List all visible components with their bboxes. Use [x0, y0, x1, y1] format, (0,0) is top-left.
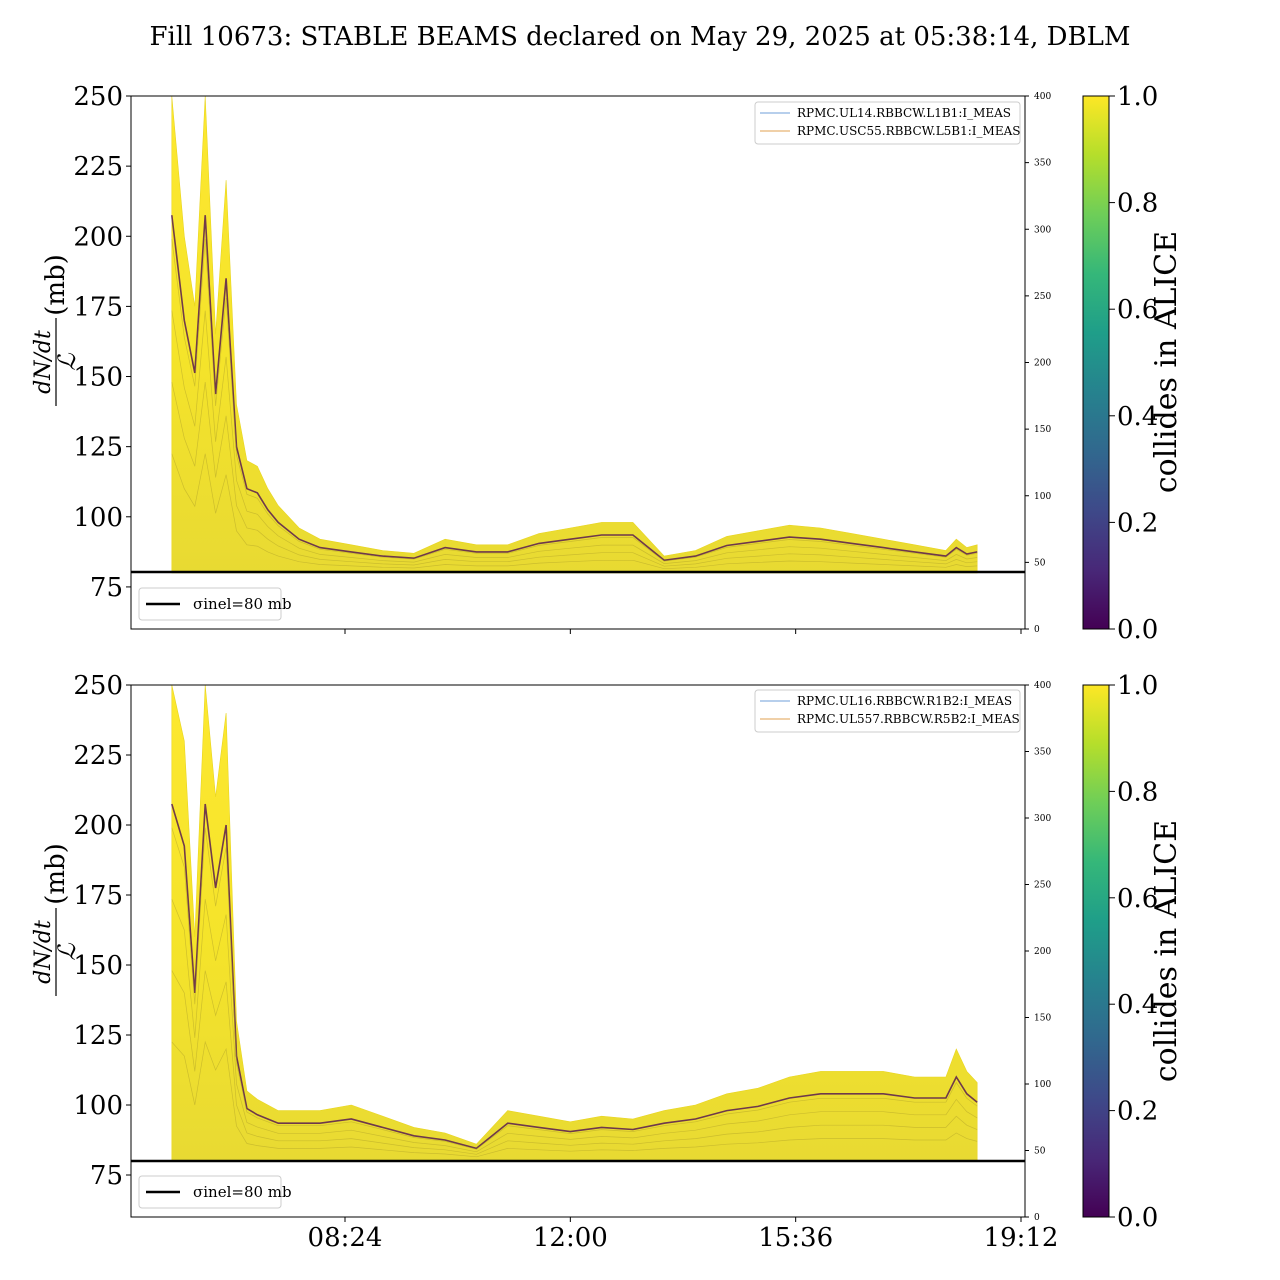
bottom-reference-label: σinel=80 mb — [193, 1183, 292, 1201]
top-ylabel-denominator: ℒ — [53, 353, 81, 371]
bottom-ylabel-unit: (mb) — [41, 843, 71, 905]
y-tick-label: 225 — [73, 152, 123, 182]
top-data-traces — [171, 95, 978, 574]
bottom-x-axis: 08:24 12:00 15:36 19:12 — [308, 1217, 1059, 1253]
top-ylabel-numerator: dN/dt — [31, 330, 56, 394]
colorbar-tick-label: 1.0 — [1117, 82, 1158, 112]
top-legend-label-1: RPMC.USC55.RBBCW.L5B1:I_MEAS — [797, 124, 1020, 138]
trace-noncolliding — [171, 803, 978, 1150]
y-tick-label: 250 — [73, 671, 123, 701]
y-tick-label: 125 — [73, 1021, 123, 1051]
y-tick-label: 150 — [73, 951, 123, 981]
top-reference-label: σinel=80 mb — [193, 595, 292, 613]
y-tick-label: 200 — [73, 222, 123, 252]
bottom-reference-legend: σinel=80 mb — [138, 1175, 292, 1209]
y2-tick-label: 300 — [1034, 225, 1051, 235]
trace-line — [171, 827, 978, 1150]
bottom-data-traces — [171, 684, 978, 1162]
y-tick-label: 225 — [73, 741, 123, 771]
y-tick-label: 175 — [73, 881, 123, 911]
y2-tick-label: 200 — [1034, 359, 1051, 369]
top-legend-label-0: RPMC.UL14.RBBCW.L1B1:I_MEAS — [797, 106, 1011, 120]
x-tick-label: 19:12 — [984, 1223, 1059, 1253]
colorbar-top: 0.0 0.2 0.4 0.6 0.8 1.0 collides in ALICE — [1082, 82, 1184, 645]
colorbar-top-gradient — [1082, 95, 1110, 630]
y-tick-label: 100 — [73, 1091, 123, 1121]
top-x-axis — [344, 629, 1022, 634]
bottom-secondary-y-axis: 0 50 100 150 200 250 300 350 400 — [1025, 681, 1051, 1223]
top-ylabel-unit: (mb) — [41, 254, 71, 316]
top-legend: RPMC.UL14.RBBCW.L1B1:I_MEAS RPMC.USC55.R… — [754, 101, 1021, 145]
colorbar-tick-label: 0.6 — [1117, 295, 1158, 325]
bottom-y-axis: 75 100 125 150 175 200 225 250 — [73, 671, 131, 1191]
y2-tick-label: 200 — [1034, 947, 1051, 957]
trace-line — [171, 310, 978, 564]
bottom-ylabel-denominator: ℒ — [53, 943, 81, 961]
bottom-legend: RPMC.UL16.RBBCW.R1B2:I_MEAS RPMC.UL557.R… — [754, 689, 1021, 733]
trace-line — [171, 970, 978, 1155]
y-tick-label: 75 — [90, 573, 123, 603]
x-tick-label: 12:00 — [533, 1223, 608, 1253]
y2-tick-label: 0 — [1034, 1213, 1040, 1223]
y-tick-label: 250 — [73, 82, 123, 112]
bottom-legend-label-1: RPMC.UL557.RBBCW.R5B2:I_MEAS — [797, 712, 1020, 726]
figure-title: Fill 10673: STABLE BEAMS declared on May… — [150, 22, 1131, 52]
y2-tick-label: 400 — [1034, 681, 1051, 691]
panel-bottom: 75 100 125 150 175 200 225 250 0 50 100 150 200 250 3… — [31, 671, 1058, 1253]
trace-line — [171, 899, 978, 1153]
colorbar-tick-label: 0.8 — [1117, 777, 1158, 807]
top-y-axis: 75 100 125 150 175 200 225 250 — [73, 82, 131, 603]
trace-line — [171, 1040, 978, 1158]
y2-tick-label: 300 — [1034, 814, 1051, 824]
y2-tick-label: 50 — [1034, 558, 1046, 568]
colorbar-tick-label: 0.0 — [1117, 1203, 1158, 1233]
colorbar-tick-label: 0.4 — [1117, 402, 1158, 432]
y2-tick-label: 400 — [1034, 92, 1051, 102]
x-tick-label: 08:24 — [308, 1223, 383, 1253]
y2-tick-label: 0 — [1034, 625, 1040, 635]
top-reference-legend: σinel=80 mb — [138, 587, 292, 621]
y2-tick-label: 150 — [1034, 1014, 1051, 1024]
colorbar-tick-label: 0.6 — [1117, 884, 1158, 914]
trace-line — [171, 239, 978, 562]
colorbar-tick-label: 0.2 — [1117, 508, 1158, 538]
y2-tick-label: 350 — [1034, 748, 1051, 758]
trace-envelope — [171, 684, 978, 1162]
y-tick-label: 150 — [73, 363, 123, 393]
trace-line — [171, 382, 978, 567]
y-tick-label: 75 — [90, 1161, 123, 1191]
panel-top: 75 100 125 150 175 200 225 250 0 50 100 150 200 250 3… — [31, 82, 1051, 635]
y2-tick-label: 100 — [1034, 1080, 1051, 1090]
y2-tick-label: 350 — [1034, 159, 1051, 169]
y2-tick-label: 250 — [1034, 881, 1051, 891]
colorbar-bottom-label: collides in ALICE — [1149, 820, 1184, 1082]
y-tick-label: 200 — [73, 811, 123, 841]
trace-envelope — [171, 95, 978, 574]
y2-tick-label: 100 — [1034, 492, 1051, 502]
trace-noncolliding — [171, 215, 978, 562]
colorbar-tick-label: 0.2 — [1117, 1097, 1158, 1127]
colorbar-tick-label: 0.0 — [1117, 615, 1158, 645]
colorbar-tick-label: 0.4 — [1117, 990, 1158, 1020]
colorbar-bottom: 0.0 0.2 0.4 0.6 0.8 1.0 collides in ALICE — [1082, 671, 1184, 1233]
colorbar-bottom-gradient — [1082, 684, 1110, 1218]
colorbar-tick-label: 1.0 — [1117, 671, 1158, 701]
trace-line — [171, 453, 978, 570]
y-tick-label: 175 — [73, 292, 123, 322]
y2-tick-label: 50 — [1034, 1147, 1046, 1157]
bottom-ylabel-numerator: dN/dt — [31, 920, 56, 984]
top-secondary-y-axis: 0 50 100 150 200 250 300 350 400 — [1025, 92, 1051, 635]
colorbar-tick-label: 0.8 — [1117, 189, 1158, 219]
y2-tick-label: 250 — [1034, 292, 1051, 302]
y-tick-label: 125 — [73, 433, 123, 463]
y-tick-label: 100 — [73, 503, 123, 533]
colorbar-top-label: collides in ALICE — [1149, 231, 1184, 493]
y2-tick-label: 150 — [1034, 425, 1051, 435]
bottom-legend-label-0: RPMC.UL16.RBBCW.R1B2:I_MEAS — [797, 694, 1012, 708]
x-tick-label: 15:36 — [758, 1223, 833, 1253]
